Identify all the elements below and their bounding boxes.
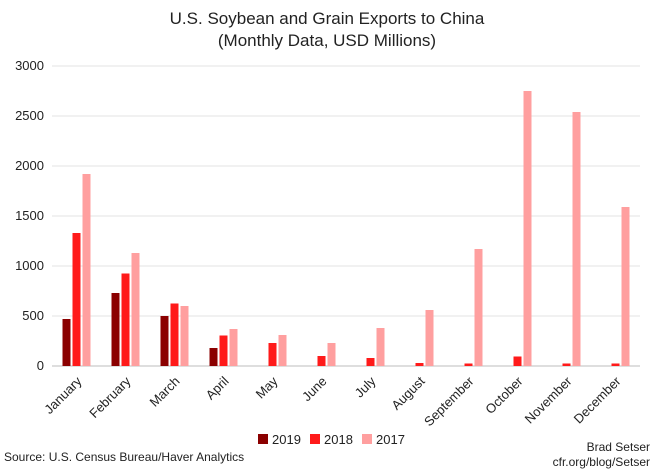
legend-swatch-2018 bbox=[310, 434, 320, 444]
bar-2019-january bbox=[62, 319, 71, 366]
bar-2017-june bbox=[327, 343, 336, 366]
bar-2017-december bbox=[621, 207, 630, 366]
author-url: cfr.org/blog/Setser bbox=[552, 455, 650, 469]
x-tick-label: January bbox=[41, 373, 85, 417]
bar-2018-february bbox=[121, 273, 130, 366]
author-credit: Brad Setser bbox=[586, 440, 650, 454]
bar-2018-june bbox=[317, 356, 326, 366]
y-axis-ticks: 0 500 1000 1500 2000 2500 3000 bbox=[15, 58, 44, 373]
legend-label-2017: 2017 bbox=[376, 432, 405, 447]
bar-2018-september bbox=[464, 363, 473, 366]
x-tick-label: May bbox=[253, 373, 281, 401]
y-tick-label: 3000 bbox=[15, 58, 44, 73]
bar-2018-november bbox=[562, 363, 571, 366]
x-tick-label: August bbox=[388, 373, 427, 412]
x-tick-label: September bbox=[421, 373, 477, 429]
x-tick-label: April bbox=[203, 373, 232, 402]
bar-2019-february bbox=[111, 293, 120, 366]
gridlines bbox=[52, 65, 640, 367]
source-note: Source: U.S. Census Bureau/Haver Analyti… bbox=[4, 450, 245, 464]
y-tick-label: 1000 bbox=[15, 258, 44, 273]
x-tick-label: November bbox=[522, 373, 575, 426]
x-axis-labels: January February March April May June July Augu… bbox=[41, 373, 624, 429]
x-tick-label: February bbox=[86, 373, 134, 421]
bar-2017-april bbox=[229, 329, 238, 366]
y-tick-label: 2000 bbox=[15, 158, 44, 173]
bar-2019-march bbox=[160, 316, 169, 366]
bar-2017-july bbox=[376, 328, 385, 366]
bar-2019-april bbox=[209, 348, 218, 366]
bar-2018-august bbox=[415, 363, 424, 366]
legend: 2019 2018 2017 bbox=[258, 432, 405, 447]
legend-swatch-2019 bbox=[258, 434, 268, 444]
bar-2018-december bbox=[611, 363, 620, 366]
x-tick-label: March bbox=[146, 374, 182, 410]
bar-2018-april bbox=[219, 335, 228, 366]
y-tick-label: 1500 bbox=[15, 208, 44, 223]
y-tick-label: 0 bbox=[37, 358, 44, 373]
bar-2017-october bbox=[523, 91, 532, 366]
chart-subtitle: (Monthly Data, USD Millions) bbox=[218, 31, 436, 50]
bar-2017-august bbox=[425, 310, 434, 366]
legend-swatch-2017 bbox=[362, 434, 372, 444]
bar-2017-september bbox=[474, 249, 483, 366]
bar-2018-march bbox=[170, 303, 179, 366]
y-tick-label: 500 bbox=[22, 308, 44, 323]
x-tick-label: July bbox=[352, 373, 379, 400]
bar-2017-february bbox=[131, 253, 140, 366]
bar-2018-january bbox=[72, 233, 81, 366]
bar-2017-november bbox=[572, 112, 581, 366]
x-tick-label: December bbox=[571, 373, 624, 426]
chart-title: U.S. Soybean and Grain Exports to China bbox=[170, 9, 485, 28]
bar-2018-may bbox=[268, 343, 277, 366]
legend-label-2018: 2018 bbox=[324, 432, 353, 447]
bar-2017-may bbox=[278, 335, 287, 366]
y-tick-label: 2500 bbox=[15, 108, 44, 123]
bars bbox=[62, 91, 630, 366]
x-tick-label: June bbox=[299, 374, 330, 405]
bar-2018-october bbox=[513, 356, 522, 366]
legend-label-2019: 2019 bbox=[272, 432, 301, 447]
x-tick-label: October bbox=[482, 373, 526, 417]
bar-2017-january bbox=[82, 174, 91, 366]
bar-2018-july bbox=[366, 358, 375, 366]
bar-2017-march bbox=[180, 306, 189, 366]
